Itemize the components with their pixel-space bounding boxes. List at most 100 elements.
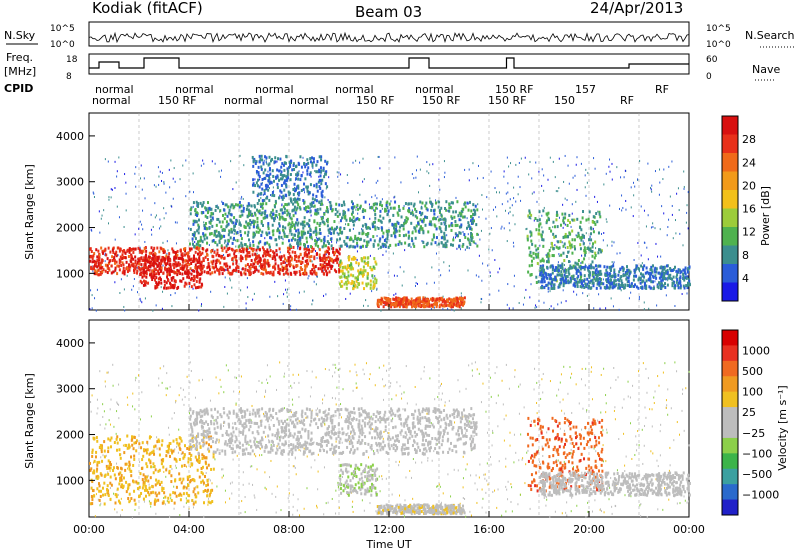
scatter-speck (377, 179, 379, 182)
data-cell (431, 299, 434, 303)
scatter-speck (609, 158, 611, 161)
data-cell (682, 268, 685, 272)
data-cell (361, 229, 364, 233)
scatter-speck (224, 489, 226, 492)
data-cell (352, 223, 355, 227)
scatter-speck (576, 504, 578, 507)
scatter-speck (647, 162, 649, 165)
scatter-speck (95, 493, 97, 496)
data-cell (583, 267, 586, 271)
data-cell (263, 250, 266, 254)
colorbar-segment (722, 282, 738, 302)
data-cell (352, 267, 355, 271)
scatter-speck (571, 218, 573, 221)
data-cell (91, 257, 94, 261)
data-cell (194, 207, 197, 211)
scatter-speck (107, 160, 109, 163)
data-cell (217, 231, 220, 235)
data-cell (263, 192, 266, 196)
data-cell (638, 267, 641, 271)
data-cell (594, 271, 597, 275)
data-cell (192, 219, 195, 223)
data-cell (269, 236, 272, 240)
scatter-speck (515, 200, 517, 203)
data-cell (626, 283, 629, 287)
data-cell (268, 155, 271, 159)
data-cell (345, 282, 348, 286)
data-cell (318, 237, 321, 241)
data-cell (466, 201, 469, 205)
data-cell (202, 257, 205, 261)
data-cell (662, 284, 665, 288)
data-cell (248, 265, 251, 269)
data-cell (390, 305, 393, 309)
scatter-speck (247, 248, 249, 251)
data-cell (198, 225, 201, 229)
data-cell (354, 276, 357, 280)
data-cell (177, 256, 180, 260)
scatter-speck (221, 476, 223, 479)
scatter-speck (468, 247, 470, 250)
data-cell (579, 278, 582, 282)
data-cell (426, 302, 429, 306)
data-cell (458, 303, 461, 307)
data-cell (435, 297, 438, 301)
scatter-speck (151, 233, 153, 236)
data-cell (413, 202, 416, 206)
scatter-speck (376, 288, 378, 291)
data-cell (158, 261, 161, 265)
scatter-speck (224, 242, 226, 245)
data-cell (315, 194, 318, 198)
data-cell (420, 206, 423, 210)
scatter-speck (399, 266, 401, 269)
data-cell (421, 201, 424, 205)
data-cell (588, 266, 591, 270)
data-cell (448, 209, 451, 213)
data-cell (343, 212, 346, 216)
data-cell (333, 228, 336, 232)
scatter-speck (575, 383, 577, 386)
scatter-speck (513, 197, 515, 200)
scatter-speck (466, 463, 468, 466)
scatter-speck (362, 180, 364, 183)
data-cell (252, 240, 255, 244)
scatter-speck (669, 446, 671, 449)
scatter-speck (163, 217, 165, 220)
data-cell (299, 242, 302, 246)
data-cell (438, 209, 441, 213)
data-cell (432, 302, 435, 306)
scatter-speck (683, 187, 685, 190)
data-cell (541, 279, 544, 283)
scatter-speck (157, 166, 159, 169)
scatter-speck (653, 285, 655, 288)
data-cell (309, 160, 312, 164)
data-cell (236, 203, 239, 207)
scatter-speck (108, 198, 110, 201)
noise-line (88, 31, 690, 44)
data-cell (273, 205, 276, 209)
data-cell (641, 280, 644, 284)
data-cell (312, 247, 315, 251)
data-cell (118, 268, 121, 272)
data-cell (91, 260, 94, 264)
data-cell (319, 263, 322, 267)
scatter-speck (193, 191, 195, 194)
data-cell (469, 235, 472, 239)
data-cell (271, 193, 274, 197)
scatter-speck (539, 244, 541, 247)
data-cell (624, 273, 627, 277)
data-cell (303, 254, 306, 258)
data-cell (137, 257, 140, 261)
data-cell (89, 259, 92, 263)
data-cell (306, 255, 309, 259)
data-cell (612, 284, 615, 288)
scatter-speck (411, 173, 413, 176)
scatter-speck (409, 469, 411, 472)
data-cell (343, 274, 346, 278)
data-cell (656, 285, 659, 289)
data-cell (144, 280, 147, 284)
data-cell (470, 239, 473, 243)
scatter-speck (559, 427, 561, 430)
data-cell (677, 268, 680, 272)
data-cell (567, 270, 570, 274)
